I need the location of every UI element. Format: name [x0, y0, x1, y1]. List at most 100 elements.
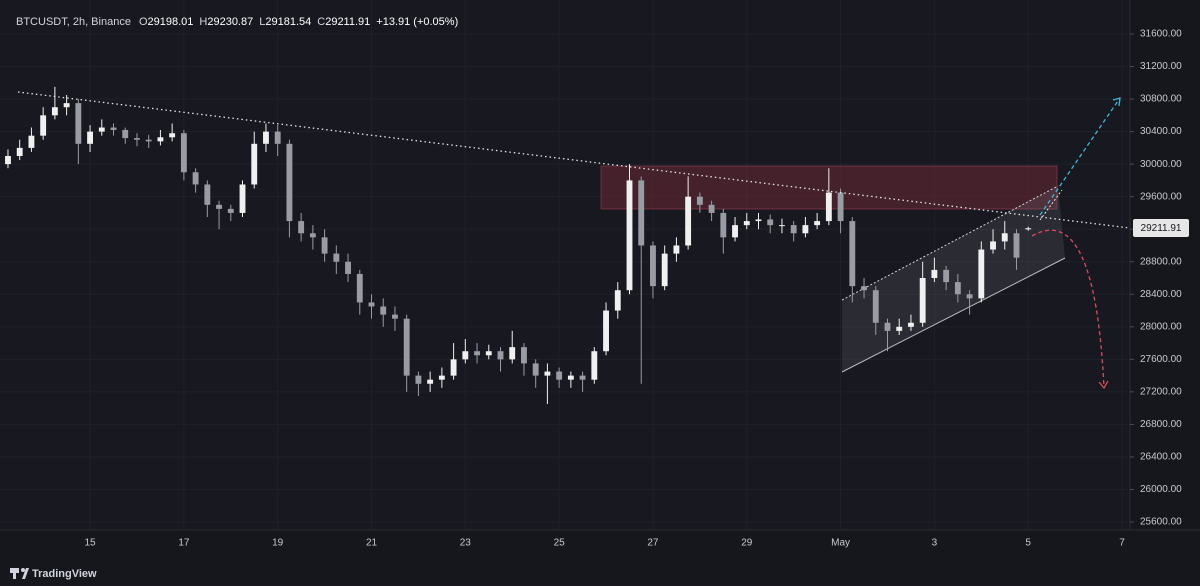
candle-body: [556, 371, 563, 380]
candle-body: [28, 135, 35, 148]
candle-body: [931, 269, 938, 279]
h-label: H: [199, 16, 207, 28]
candle-body: [732, 225, 738, 238]
plot-area: [0, 0, 1130, 530]
brand-logo: [10, 568, 29, 579]
y-tick-label: 26000.00: [1140, 484, 1182, 495]
y-tick-label: 26800.00: [1140, 419, 1182, 430]
candle-body: [497, 351, 504, 360]
y-tick-label: 27600.00: [1140, 354, 1182, 365]
candle-body: [380, 306, 387, 315]
candle-body: [919, 278, 926, 323]
x-tick-label: 19: [272, 538, 284, 549]
candle-body: [98, 127, 105, 132]
candle-body: [720, 212, 727, 238]
candle-body: [110, 127, 117, 130]
bull-arrow-head: [1112, 97, 1121, 107]
y-tick-label: 25600.00: [1140, 517, 1182, 528]
candle-body: [75, 103, 82, 144]
change: +13.91 (+0.05%): [376, 16, 458, 28]
o-label: O: [139, 16, 148, 28]
y-tick-label: 30400.00: [1140, 126, 1182, 137]
candle-body: [614, 290, 621, 311]
candle-body: [63, 103, 70, 108]
candle-body: [180, 133, 187, 173]
channel: [842, 186, 1065, 372]
candle-body: [450, 359, 457, 376]
candle-body: [216, 204, 222, 209]
candle-body: [309, 233, 316, 238]
x-tick-label: 15: [84, 538, 96, 549]
candle-body: [192, 172, 199, 185]
candle-body: [122, 129, 129, 139]
candle-body: [333, 253, 340, 262]
candle-body: [462, 351, 469, 360]
candle-body: [603, 310, 609, 352]
candle-body: [579, 375, 586, 380]
candle-body: [685, 196, 692, 246]
candle-body: [954, 282, 961, 295]
candle-body: [673, 245, 680, 254]
candle-body: [274, 131, 281, 144]
l-label: L: [259, 16, 265, 28]
candle-body: [356, 273, 363, 303]
candle-body: [403, 318, 410, 376]
candle-body: [896, 326, 903, 331]
bear-arrow: [1031, 229, 1105, 389]
candle-body: [321, 237, 328, 254]
candle-body: [5, 156, 11, 165]
candle-body: [861, 286, 867, 291]
x-tick-label: 3: [932, 538, 938, 549]
candle-body: [790, 225, 797, 234]
l-value: 29181.54: [265, 16, 311, 28]
x-tick-label: 21: [366, 538, 378, 549]
c-value: 29211.91: [325, 16, 370, 28]
candle-body: [943, 269, 950, 283]
candle-body: [872, 290, 879, 323]
symbol: BTCUSDT, 2h, Binance: [16, 16, 131, 28]
y-tick-label: 31600.00: [1140, 29, 1182, 40]
candle-body: [755, 219, 762, 222]
candle-body: [474, 351, 480, 356]
candle-body: [485, 351, 492, 356]
candle-body: [239, 184, 246, 213]
candle-body: [145, 139, 152, 142]
y-tick-label: 30800.00: [1140, 94, 1182, 105]
candle-body: [978, 249, 985, 299]
x-tick-label: 7: [1119, 538, 1125, 549]
candle-body: [802, 225, 809, 234]
candle-body: [134, 138, 140, 140]
candles: [5, 86, 1032, 405]
candle-body: [638, 180, 645, 246]
candle-body: [169, 133, 176, 138]
last-price-box: [1133, 219, 1189, 237]
candle-body: [87, 131, 93, 144]
last-price: 29211.91: [1141, 223, 1182, 234]
x-tick-label: 17: [178, 538, 190, 549]
candle-body: [849, 221, 856, 287]
candle-body: [16, 147, 23, 157]
candle-body: [837, 192, 844, 222]
candle-body: [392, 314, 398, 319]
y-tick-label: 28800.00: [1140, 256, 1182, 267]
candle-body: [1001, 233, 1008, 242]
candle-body: [626, 180, 633, 291]
h-value: 29230.87: [207, 16, 253, 28]
candle-body: [427, 379, 434, 384]
candle-body: [1013, 233, 1020, 258]
candle-body: [368, 302, 375, 307]
x-tick-label: May: [831, 538, 850, 549]
channel-lower: [841, 257, 1066, 373]
candle-body: [708, 204, 715, 213]
candle-body: [204, 184, 211, 205]
candle-body: [157, 137, 164, 142]
candle-body: [743, 221, 750, 226]
y-tick-label: 27200.00: [1140, 387, 1182, 398]
y-tick-label: 31200.00: [1140, 61, 1182, 72]
candle-body: [908, 322, 914, 327]
candle-body: [990, 241, 996, 250]
x-tick-label: 29: [741, 538, 753, 549]
candle-body: [415, 375, 422, 384]
candle-body: [696, 196, 703, 205]
